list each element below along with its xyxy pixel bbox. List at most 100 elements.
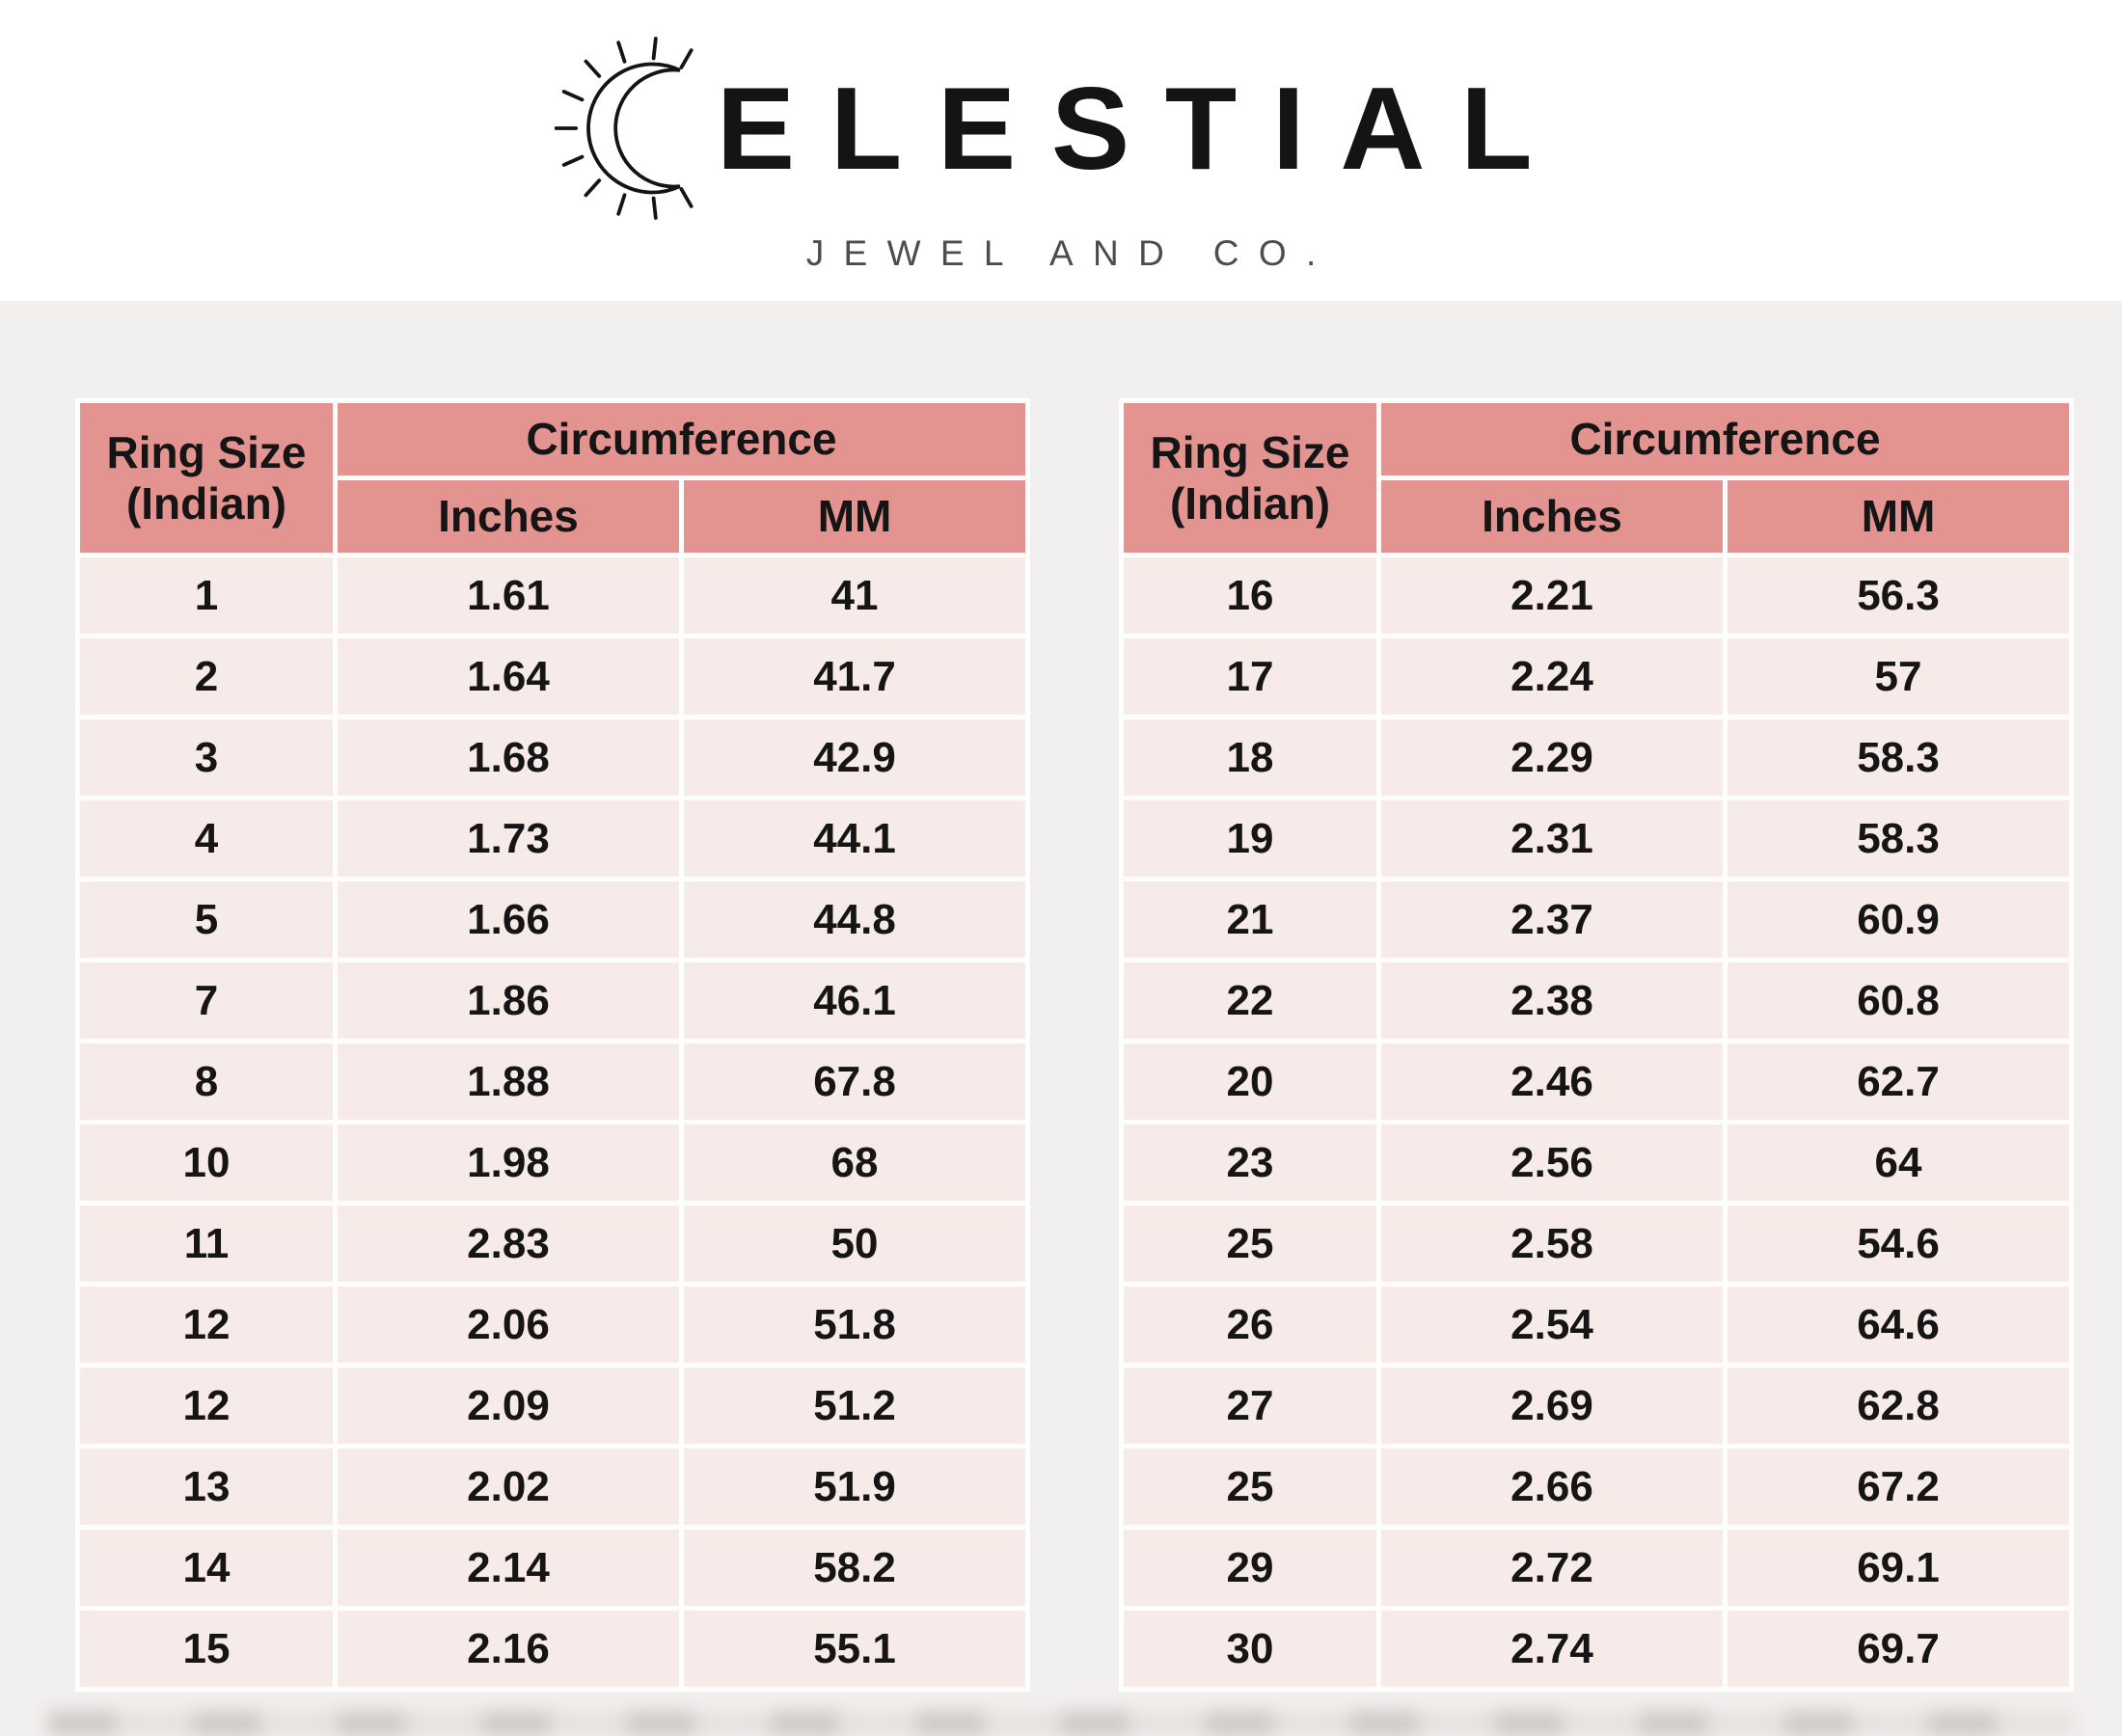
mm-cell: 42.9 bbox=[678, 715, 1031, 800]
ring-size-cell: 23 bbox=[1119, 1120, 1381, 1206]
col-header-ring-size-line2: (Indian) bbox=[125, 477, 287, 529]
ring-size-cell: 10 bbox=[75, 1120, 338, 1206]
sun-crescent-icon bbox=[554, 37, 738, 220]
mm-cell: 54.6 bbox=[1722, 1201, 2075, 1287]
inches-cell: 2.66 bbox=[1376, 1444, 1728, 1530]
table-row: 18 2.29 58.3 bbox=[1119, 715, 2075, 800]
inches-cell: 2.46 bbox=[1376, 1039, 1728, 1125]
col-header-mm: MM bbox=[1722, 475, 2075, 557]
table-row: 20 2.46 62.7 bbox=[1119, 1039, 2075, 1125]
ring-size-cell: 16 bbox=[1119, 553, 1381, 638]
inches-cell: 2.02 bbox=[333, 1444, 684, 1530]
inches-cell: 2.16 bbox=[333, 1606, 684, 1692]
ring-size-cell: 26 bbox=[1119, 1282, 1381, 1368]
ring-size-cell: 22 bbox=[1119, 958, 1381, 1044]
table-row: 12 2.06 51.8 bbox=[75, 1282, 1031, 1368]
ring-size-cell: 17 bbox=[1119, 634, 1381, 719]
mm-cell: 58.2 bbox=[678, 1525, 1031, 1611]
inches-cell: 1.98 bbox=[333, 1120, 684, 1206]
table-body: 1 1.61 41 2 1.64 41.7 3 1.68 42.9 4 1.73 44.1 5 1.66 4… bbox=[75, 553, 1031, 1692]
table-row: 11 2.83 50 bbox=[75, 1201, 1031, 1287]
ring-size-cell: 13 bbox=[75, 1444, 338, 1530]
inches-cell: 2.29 bbox=[1376, 715, 1728, 800]
inches-cell: 1.73 bbox=[333, 796, 684, 882]
ring-size-cell: 11 bbox=[75, 1201, 338, 1287]
col-header-ring-size: Ring Size (Indian) bbox=[1119, 398, 1381, 557]
mm-cell: 60.9 bbox=[1722, 877, 2075, 963]
mm-cell: 62.8 bbox=[1722, 1363, 2075, 1449]
ring-size-cell: 2 bbox=[75, 634, 338, 719]
brand-subtitle: JEWEL AND CO. bbox=[805, 233, 1336, 273]
inches-cell: 2.09 bbox=[333, 1363, 684, 1449]
bottom-artifact bbox=[48, 1711, 2074, 1736]
inches-cell: 2.06 bbox=[333, 1282, 684, 1368]
table-row: 21 2.37 60.9 bbox=[1119, 877, 2075, 963]
table-row: 3 1.68 42.9 bbox=[75, 715, 1031, 800]
inches-cell: 1.86 bbox=[333, 958, 684, 1044]
mm-cell: 58.3 bbox=[1722, 715, 2075, 800]
table-row: 8 1.88 67.8 bbox=[75, 1039, 1031, 1125]
table-header: Ring Size (Indian) Circumference Inches … bbox=[1119, 398, 2075, 557]
table-row: 2 1.64 41.7 bbox=[75, 634, 1031, 719]
inches-cell: 2.83 bbox=[333, 1201, 684, 1287]
inches-cell: 1.61 bbox=[333, 553, 684, 638]
ring-size-cell: 4 bbox=[75, 796, 338, 882]
inches-cell: 2.56 bbox=[1376, 1120, 1728, 1206]
table-row: 16 2.21 56.3 bbox=[1119, 553, 2075, 638]
ring-size-cell: 7 bbox=[75, 958, 338, 1044]
table-row: 25 2.66 67.2 bbox=[1119, 1444, 2075, 1530]
ring-size-cell: 3 bbox=[75, 715, 338, 800]
mm-cell: 51.9 bbox=[678, 1444, 1031, 1530]
table-row: 4 1.73 44.1 bbox=[75, 796, 1031, 882]
table-row: 30 2.74 69.7 bbox=[1119, 1606, 2075, 1692]
ring-size-cell: 29 bbox=[1119, 1525, 1381, 1611]
col-header-ring-size: Ring Size (Indian) bbox=[75, 398, 338, 557]
inches-cell: 2.37 bbox=[1376, 877, 1728, 963]
col-header-ring-size-line2: (Indian) bbox=[1169, 477, 1331, 529]
ring-size-cell: 21 bbox=[1119, 877, 1381, 963]
brand-logo: ELESTIAL bbox=[554, 37, 1568, 220]
inches-cell: 2.38 bbox=[1376, 958, 1728, 1044]
ring-size-cell: 12 bbox=[75, 1282, 338, 1368]
inches-cell: 2.58 bbox=[1376, 1201, 1728, 1287]
inches-cell: 2.24 bbox=[1376, 634, 1728, 719]
inches-cell: 2.54 bbox=[1376, 1282, 1728, 1368]
col-header-inches: Inches bbox=[333, 475, 684, 557]
col-header-mm: MM bbox=[678, 475, 1031, 557]
mm-cell: 64 bbox=[1722, 1120, 2075, 1206]
mm-cell: 67.8 bbox=[678, 1039, 1031, 1125]
mm-cell: 64.6 bbox=[1722, 1282, 2075, 1368]
col-header-circumference: Circumference bbox=[1375, 398, 2075, 480]
inches-cell: 2.14 bbox=[333, 1525, 684, 1611]
table-row: 29 2.72 69.1 bbox=[1119, 1525, 2075, 1611]
mm-cell: 56.3 bbox=[1722, 553, 2075, 638]
ring-size-table-left: Ring Size (Indian) Circumference Inches … bbox=[75, 398, 1031, 1692]
inches-cell: 2.72 bbox=[1376, 1525, 1728, 1611]
mm-cell: 46.1 bbox=[678, 958, 1031, 1044]
table-row: 26 2.54 64.6 bbox=[1119, 1282, 2075, 1368]
ring-size-cell: 5 bbox=[75, 877, 338, 963]
mm-cell: 55.1 bbox=[678, 1606, 1031, 1692]
mm-cell: 68 bbox=[678, 1120, 1031, 1206]
mm-cell: 58.3 bbox=[1722, 796, 2075, 882]
mm-cell: 69.7 bbox=[1722, 1606, 2075, 1692]
inches-cell: 1.64 bbox=[333, 634, 684, 719]
inches-cell: 2.31 bbox=[1376, 796, 1728, 882]
table-row: 12 2.09 51.2 bbox=[75, 1363, 1031, 1449]
ring-size-cell: 12 bbox=[75, 1363, 338, 1449]
table-header: Ring Size (Indian) Circumference Inches … bbox=[75, 398, 1031, 557]
table-row: 15 2.16 55.1 bbox=[75, 1606, 1031, 1692]
inches-cell: 2.74 bbox=[1376, 1606, 1728, 1692]
table-row: 7 1.86 46.1 bbox=[75, 958, 1031, 1044]
table-body: 16 2.21 56.3 17 2.24 57 18 2.29 58.3 19 2.31 58.3 21… bbox=[1119, 553, 2075, 1692]
inches-cell: 1.88 bbox=[333, 1039, 684, 1125]
table-header-row: Ring Size (Indian) Circumference bbox=[75, 398, 1031, 557]
col-header-inches: Inches bbox=[1376, 475, 1728, 557]
table-row: 5 1.66 44.8 bbox=[75, 877, 1031, 963]
inches-cell: 1.66 bbox=[333, 877, 684, 963]
table-row: 10 1.98 68 bbox=[75, 1120, 1031, 1206]
ring-size-cell: 19 bbox=[1119, 796, 1381, 882]
table-header-row: Ring Size (Indian) Circumference bbox=[1119, 398, 2075, 557]
inches-cell: 1.68 bbox=[333, 715, 684, 800]
mm-cell: 69.1 bbox=[1722, 1525, 2075, 1611]
